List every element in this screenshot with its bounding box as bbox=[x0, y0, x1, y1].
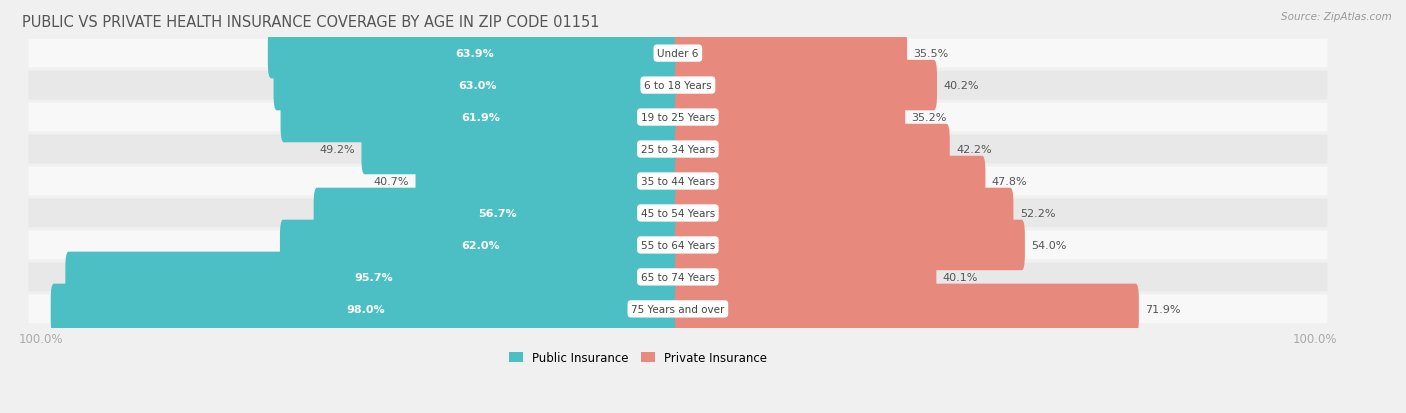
FancyBboxPatch shape bbox=[675, 284, 1139, 334]
Text: 25 to 34 Years: 25 to 34 Years bbox=[641, 145, 716, 154]
Text: 47.8%: 47.8% bbox=[991, 177, 1028, 187]
FancyBboxPatch shape bbox=[675, 188, 1014, 239]
FancyBboxPatch shape bbox=[675, 29, 907, 79]
Text: 35.2%: 35.2% bbox=[911, 113, 946, 123]
Text: 40.7%: 40.7% bbox=[374, 177, 409, 187]
Text: Under 6: Under 6 bbox=[657, 49, 699, 59]
Text: 35.5%: 35.5% bbox=[914, 49, 949, 59]
Text: 40.1%: 40.1% bbox=[943, 272, 979, 282]
FancyBboxPatch shape bbox=[675, 124, 949, 175]
FancyBboxPatch shape bbox=[28, 295, 1327, 323]
FancyBboxPatch shape bbox=[274, 61, 681, 111]
Text: 63.9%: 63.9% bbox=[456, 49, 494, 59]
Text: 35 to 44 Years: 35 to 44 Years bbox=[641, 177, 716, 187]
Text: 62.0%: 62.0% bbox=[461, 240, 499, 250]
Text: 19 to 25 Years: 19 to 25 Years bbox=[641, 113, 716, 123]
FancyBboxPatch shape bbox=[28, 135, 1327, 164]
Text: 52.2%: 52.2% bbox=[1019, 209, 1056, 218]
FancyBboxPatch shape bbox=[675, 157, 986, 207]
FancyBboxPatch shape bbox=[65, 252, 681, 302]
Text: 6 to 18 Years: 6 to 18 Years bbox=[644, 81, 711, 91]
FancyBboxPatch shape bbox=[28, 103, 1327, 132]
Text: 98.0%: 98.0% bbox=[346, 304, 385, 314]
Text: 55 to 64 Years: 55 to 64 Years bbox=[641, 240, 716, 250]
FancyBboxPatch shape bbox=[675, 252, 936, 302]
FancyBboxPatch shape bbox=[51, 284, 681, 334]
Text: 61.9%: 61.9% bbox=[461, 113, 501, 123]
Text: 54.0%: 54.0% bbox=[1031, 240, 1067, 250]
FancyBboxPatch shape bbox=[28, 231, 1327, 260]
FancyBboxPatch shape bbox=[314, 188, 681, 239]
FancyBboxPatch shape bbox=[28, 263, 1327, 292]
FancyBboxPatch shape bbox=[28, 71, 1327, 100]
FancyBboxPatch shape bbox=[416, 157, 681, 207]
FancyBboxPatch shape bbox=[28, 199, 1327, 228]
Text: 63.0%: 63.0% bbox=[458, 81, 496, 91]
Text: 40.2%: 40.2% bbox=[943, 81, 979, 91]
Text: 71.9%: 71.9% bbox=[1146, 304, 1181, 314]
FancyBboxPatch shape bbox=[280, 220, 681, 271]
Text: 56.7%: 56.7% bbox=[478, 209, 516, 218]
Text: 65 to 74 Years: 65 to 74 Years bbox=[641, 272, 716, 282]
FancyBboxPatch shape bbox=[28, 167, 1327, 196]
Text: 49.2%: 49.2% bbox=[319, 145, 356, 154]
Text: 95.7%: 95.7% bbox=[354, 272, 392, 282]
FancyBboxPatch shape bbox=[675, 93, 905, 143]
FancyBboxPatch shape bbox=[281, 93, 681, 143]
Text: 42.2%: 42.2% bbox=[956, 145, 991, 154]
FancyBboxPatch shape bbox=[675, 220, 1025, 271]
FancyBboxPatch shape bbox=[28, 40, 1327, 68]
FancyBboxPatch shape bbox=[361, 124, 681, 175]
Text: PUBLIC VS PRIVATE HEALTH INSURANCE COVERAGE BY AGE IN ZIP CODE 01151: PUBLIC VS PRIVATE HEALTH INSURANCE COVER… bbox=[22, 15, 599, 30]
Legend: Public Insurance, Private Insurance: Public Insurance, Private Insurance bbox=[505, 347, 772, 369]
FancyBboxPatch shape bbox=[267, 29, 681, 79]
Text: 75 Years and over: 75 Years and over bbox=[631, 304, 724, 314]
Text: Source: ZipAtlas.com: Source: ZipAtlas.com bbox=[1281, 12, 1392, 22]
Text: 45 to 54 Years: 45 to 54 Years bbox=[641, 209, 716, 218]
FancyBboxPatch shape bbox=[675, 61, 936, 111]
